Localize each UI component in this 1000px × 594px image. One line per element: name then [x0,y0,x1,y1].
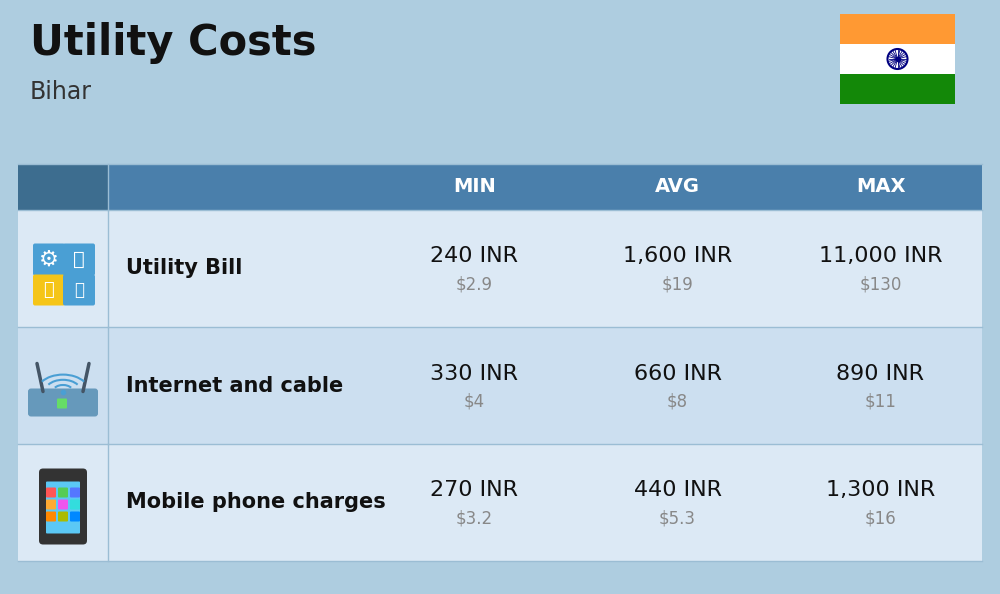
Text: AVG: AVG [655,178,700,197]
Text: 11,000 INR: 11,000 INR [819,247,942,267]
FancyBboxPatch shape [63,274,95,305]
Text: $2.9: $2.9 [456,276,493,293]
FancyBboxPatch shape [840,74,955,104]
FancyBboxPatch shape [46,500,56,510]
Text: $11: $11 [865,393,896,410]
Text: MIN: MIN [453,178,496,197]
Text: MAX: MAX [856,178,905,197]
Text: 240 INR: 240 INR [430,247,518,267]
Text: 440 INR: 440 INR [634,481,722,501]
FancyBboxPatch shape [70,511,80,522]
FancyBboxPatch shape [58,488,68,498]
FancyBboxPatch shape [840,14,955,44]
FancyBboxPatch shape [46,482,80,533]
Text: $5.3: $5.3 [659,510,696,527]
FancyBboxPatch shape [840,44,955,74]
FancyBboxPatch shape [28,388,98,416]
FancyBboxPatch shape [46,488,56,498]
Text: 1,600 INR: 1,600 INR [623,247,732,267]
Text: $4: $4 [464,393,485,410]
Text: Mobile phone charges: Mobile phone charges [126,492,386,513]
FancyBboxPatch shape [18,164,108,210]
Text: $130: $130 [859,276,902,293]
Text: 660 INR: 660 INR [634,364,722,384]
Text: $3.2: $3.2 [456,510,493,527]
FancyBboxPatch shape [58,500,68,510]
Text: $16: $16 [865,510,896,527]
Text: Bihar: Bihar [30,80,92,104]
FancyBboxPatch shape [46,511,56,522]
Text: Utility Costs: Utility Costs [30,22,316,64]
Text: 🔌: 🔌 [44,282,54,299]
FancyBboxPatch shape [33,244,65,276]
FancyBboxPatch shape [18,327,982,444]
Text: 270 INR: 270 INR [430,481,518,501]
Text: 1,300 INR: 1,300 INR [826,481,935,501]
FancyBboxPatch shape [39,469,87,545]
Text: 890 INR: 890 INR [836,364,924,384]
FancyBboxPatch shape [70,488,80,498]
FancyBboxPatch shape [108,164,373,210]
Text: Utility Bill: Utility Bill [126,258,242,279]
Text: $19: $19 [662,276,693,293]
Text: 🚿: 🚿 [74,282,84,299]
FancyBboxPatch shape [58,511,68,522]
Text: ⚙: ⚙ [39,249,59,270]
Text: 330 INR: 330 INR [430,364,518,384]
Text: Internet and cable: Internet and cable [126,375,343,396]
FancyBboxPatch shape [18,164,982,210]
FancyBboxPatch shape [18,210,982,327]
Text: 👤: 👤 [73,250,85,269]
FancyBboxPatch shape [63,244,95,276]
FancyBboxPatch shape [57,399,67,409]
FancyBboxPatch shape [18,444,982,561]
Text: $8: $8 [667,393,688,410]
FancyBboxPatch shape [33,274,65,305]
FancyBboxPatch shape [70,500,80,510]
